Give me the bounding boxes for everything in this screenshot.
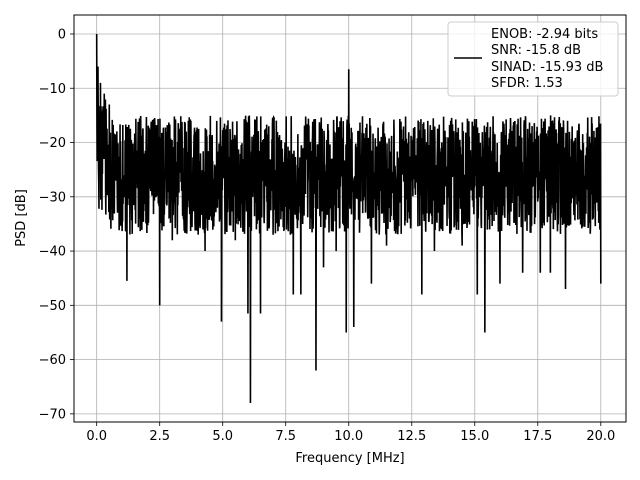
x-tick-label: 10.0 bbox=[334, 429, 363, 444]
data-area bbox=[95, 33, 602, 404]
y-tick-label: 0 bbox=[58, 27, 66, 42]
legend-sfdr: SFDR: 1.53 bbox=[491, 76, 563, 91]
x-tick-label: 5.0 bbox=[212, 429, 233, 444]
legend-sinad: SINAD: -15.93 dB bbox=[491, 60, 603, 75]
x-tick-label: 0.0 bbox=[86, 429, 107, 444]
x-tick-label: 17.5 bbox=[523, 429, 552, 444]
legend-box bbox=[447, 21, 619, 97]
legend-snr: SNR: -15.8 dB bbox=[491, 43, 581, 58]
y-axis-label: PSD [dB] bbox=[14, 189, 29, 247]
y-tick-label: −50 bbox=[39, 299, 66, 314]
x-tick-label: 20.0 bbox=[586, 429, 615, 444]
y-tick-label: −60 bbox=[39, 353, 66, 368]
y-tick-label: −40 bbox=[39, 245, 66, 260]
plot-frame bbox=[73, 14, 627, 423]
x-axis-label: Frequency [MHz] bbox=[295, 451, 404, 466]
x-tick-label: 7.5 bbox=[275, 429, 296, 444]
y-tick-label: −70 bbox=[39, 407, 66, 422]
y-tick-label: −30 bbox=[39, 190, 66, 205]
x-tick-label: 12.5 bbox=[397, 429, 426, 444]
x-tick-label: 15.0 bbox=[460, 429, 489, 444]
psd-series-line bbox=[95, 33, 602, 404]
y-tick-label: −20 bbox=[39, 136, 66, 151]
ticks: 0.0 2.5 5.0 7.5 10.0 12.5 15.0 17.5 20.0 0 −10 −20 −… bbox=[39, 27, 616, 444]
x-tick-label: 2.5 bbox=[149, 429, 170, 444]
legend-enob: ENOB: -2.94 bits bbox=[491, 27, 598, 42]
legend: ENOB: -2.94 bits SNR: -15.8 dB SINAD: -1… bbox=[447, 21, 619, 97]
y-tick-label: −10 bbox=[39, 82, 66, 97]
